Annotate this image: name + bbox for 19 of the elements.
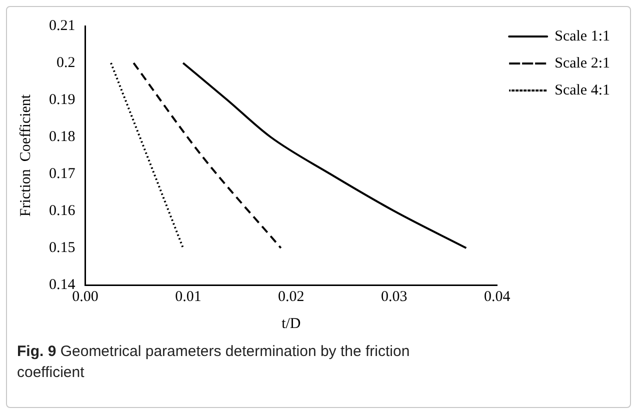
y-axis-title: Friction Coefficient xyxy=(18,94,34,217)
y-tick-label: 0.16 xyxy=(49,202,76,219)
caption: Fig. 9 Geometrical parameters determination by the friction coefficient xyxy=(17,341,437,383)
x-tick-label: 0.02 xyxy=(278,288,304,305)
legend-label: Scale 4:1 xyxy=(554,82,610,98)
x-tick-label: 0.01 xyxy=(175,288,202,305)
x-tick-label: 0.00 xyxy=(72,288,98,305)
x-tick-label: 0.04 xyxy=(484,288,511,305)
y-tick-label: 0.2 xyxy=(56,54,76,71)
legend-label: Scale 1:1 xyxy=(554,28,610,44)
y-tick-label: 0.18 xyxy=(49,128,76,145)
y-tick-label: 0.19 xyxy=(49,92,76,108)
y-tick-label: 0.21 xyxy=(49,18,76,34)
legend-label: Scale 2:1 xyxy=(554,55,610,72)
x-axis-title: t/D xyxy=(282,316,301,332)
y-tick-label: 0.17 xyxy=(49,166,76,182)
line-series xyxy=(182,62,468,249)
x-tick-label: 0.03 xyxy=(381,288,408,305)
y-tick-label: 0.15 xyxy=(49,240,76,256)
